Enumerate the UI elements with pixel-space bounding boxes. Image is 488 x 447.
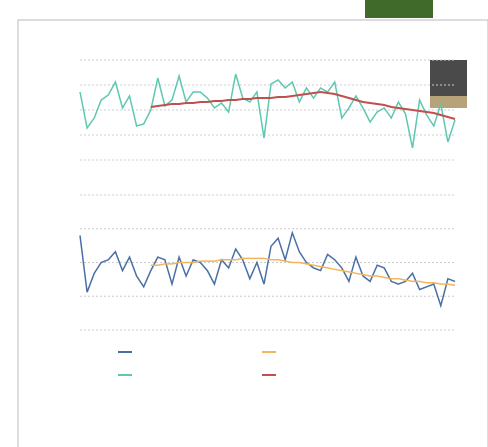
logo-band (430, 96, 467, 108)
photo-thumbnail (365, 0, 433, 18)
data-line (79, 73, 456, 149)
data-line (150, 257, 456, 287)
data-line (150, 90, 456, 120)
legend (118, 351, 276, 376)
data-line (79, 230, 456, 309)
document-frame (17, 19, 488, 447)
